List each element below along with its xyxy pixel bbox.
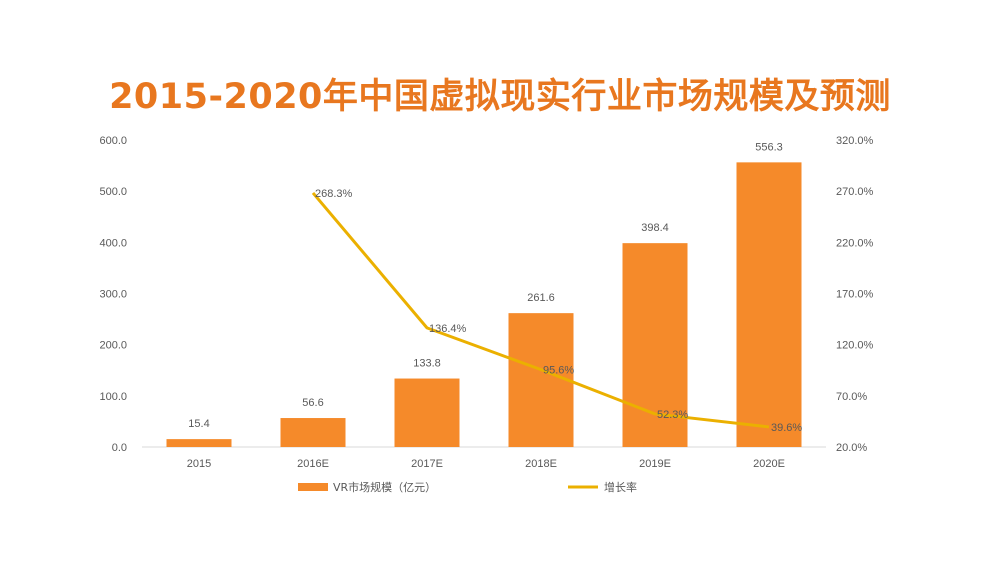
right-axis-tick-label: 270.0%: [836, 186, 874, 198]
right-axis-tick-label: 20.0%: [836, 442, 867, 454]
x-axis-tick-label: 2018E: [525, 458, 557, 470]
line-data-label: 39.6%: [771, 422, 802, 434]
legend: VR市场规模（亿元） 增长率: [298, 480, 637, 494]
legend-label-line: 增长率: [604, 480, 637, 494]
right-axis-tick-label: 320.0%: [836, 135, 874, 147]
line-data-label: 52.3%: [657, 409, 688, 421]
chart-title: 2015-2020年中国虚拟现实行业市场规模及预测: [109, 77, 891, 117]
bar-data-label: 261.6: [527, 292, 555, 304]
legend-label-bar: VR市场规模（亿元）: [333, 480, 436, 494]
x-axis-tick-label: 2016E: [297, 458, 329, 470]
bar-data-label: 15.4: [188, 418, 209, 430]
bar: [394, 378, 460, 447]
x-axis-tick-label: 2020E: [753, 458, 785, 470]
bar: [166, 439, 232, 447]
line-data-label: 95.6%: [543, 365, 574, 377]
left-axis-tick-label: 0.0: [112, 442, 127, 454]
bar-data-label: 398.4: [641, 222, 669, 234]
bar-data-label: 133.8: [413, 358, 441, 370]
x-axis-tick-label: 2015: [187, 458, 211, 470]
legend-swatch-bar: [298, 483, 328, 491]
line-data-label: 136.4%: [429, 323, 467, 335]
left-axis-tick-label: 600.0: [99, 135, 127, 147]
x-axis: 2015 2016E 2017E 2018E 2019E 2020E: [187, 458, 785, 470]
right-axis-tick-label: 170.0%: [836, 289, 874, 301]
right-axis-tick-label: 120.0%: [836, 340, 874, 352]
right-axis-tick-label: 70.0%: [836, 391, 867, 403]
line-data-label: 268.3%: [315, 188, 353, 200]
bar: [280, 418, 346, 447]
left-axis-tick-label: 300.0: [99, 289, 127, 301]
bar-series: [166, 162, 802, 447]
left-axis: 0.0 100.0 200.0 300.0 400.0 500.0 600.0: [99, 135, 127, 454]
line-series: 268.3% 136.4% 95.6% 52.3% 39.6%: [311, 188, 802, 434]
bar-data-label: 56.6: [302, 397, 323, 409]
x-axis-tick-label: 2019E: [639, 458, 671, 470]
left-axis-tick-label: 200.0: [99, 340, 127, 352]
left-axis-tick-label: 400.0: [99, 237, 127, 249]
bar: [736, 162, 802, 447]
growth-rate-line: [311, 191, 770, 429]
right-axis-tick-label: 220.0%: [836, 237, 874, 249]
left-axis-tick-label: 100.0: [99, 391, 127, 403]
left-axis-tick-label: 500.0: [99, 186, 127, 198]
bar: [508, 313, 574, 447]
bar-data-label: 556.3: [755, 141, 783, 153]
right-axis: 20.0% 70.0% 120.0% 170.0% 220.0% 270.0% 320.0%: [836, 135, 874, 454]
x-axis-tick-label: 2017E: [411, 458, 443, 470]
bar-data-labels: 15.4 56.6 133.8 261.6 398.4 556.3: [188, 141, 782, 430]
